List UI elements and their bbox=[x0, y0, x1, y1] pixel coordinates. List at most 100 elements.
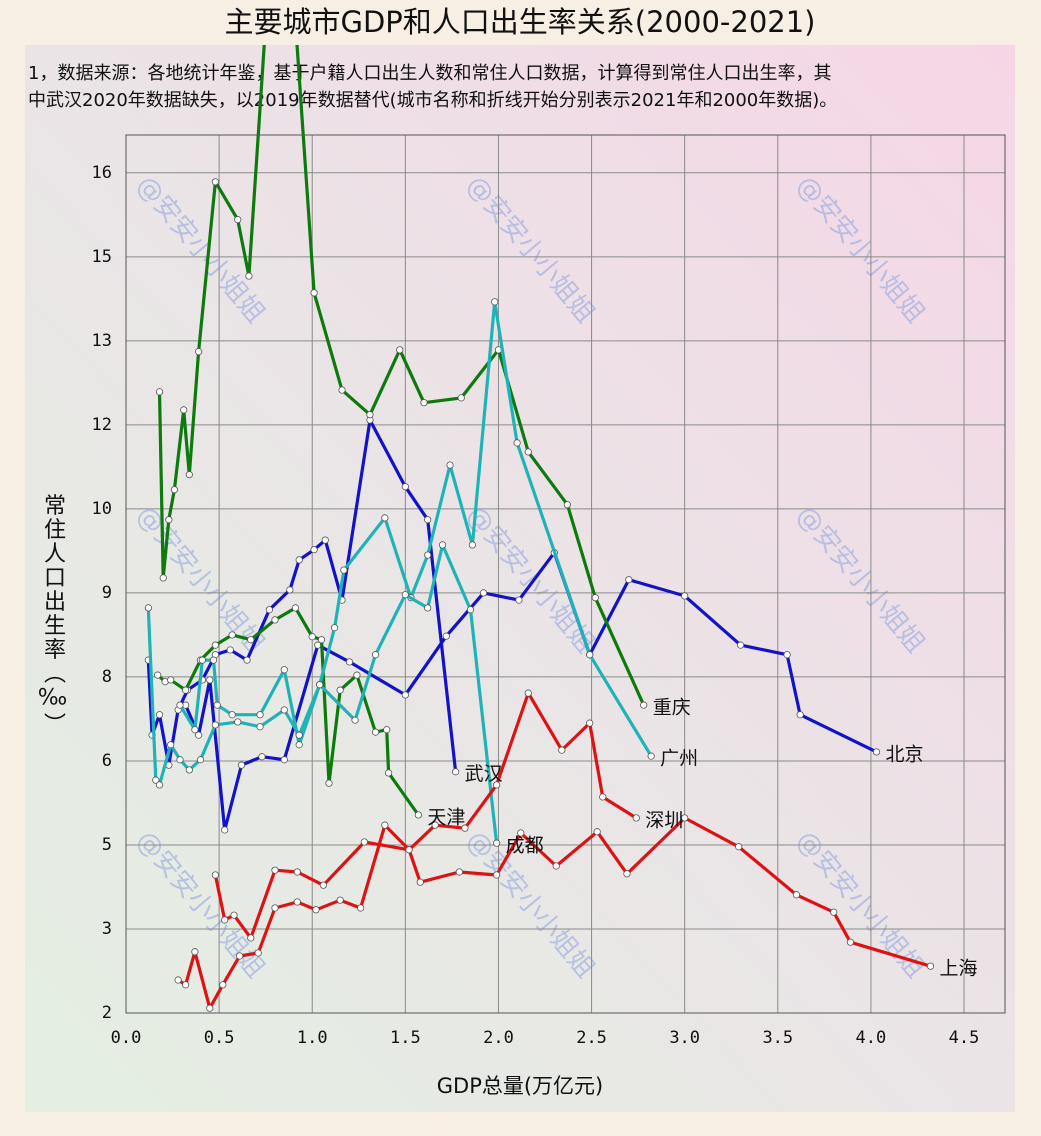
data-point bbox=[254, 949, 262, 957]
y-tick-label: 15 bbox=[92, 247, 112, 267]
data-point bbox=[401, 591, 409, 599]
data-point bbox=[228, 631, 236, 639]
data-point bbox=[159, 574, 167, 582]
x-axis-label: GDP总量(万亿元) bbox=[437, 1074, 604, 1098]
data-point bbox=[211, 641, 219, 649]
data-point bbox=[321, 536, 329, 544]
y-tick-label: 16 bbox=[92, 163, 112, 183]
data-point bbox=[345, 658, 354, 666]
data-point bbox=[226, 646, 234, 654]
data-point bbox=[165, 516, 173, 524]
data-point bbox=[228, 711, 236, 719]
data-point bbox=[280, 756, 288, 764]
data-point bbox=[176, 756, 184, 764]
data-point bbox=[181, 686, 190, 694]
data-point bbox=[258, 753, 266, 761]
data-point bbox=[338, 386, 346, 394]
data-point bbox=[414, 811, 422, 819]
data-point bbox=[206, 1004, 214, 1012]
data-point bbox=[211, 178, 219, 186]
data-point bbox=[515, 596, 523, 604]
data-point bbox=[319, 881, 328, 889]
y-tick-label: 5 bbox=[102, 835, 112, 855]
data-point bbox=[384, 769, 393, 777]
data-point bbox=[558, 746, 566, 754]
series-label: 广州 bbox=[660, 748, 698, 770]
data-point bbox=[330, 624, 339, 632]
data-point bbox=[185, 471, 193, 479]
data-point bbox=[209, 656, 218, 664]
data-point bbox=[155, 781, 164, 789]
series-line bbox=[213, 816, 931, 968]
data-point bbox=[235, 952, 244, 960]
data-point bbox=[310, 546, 318, 554]
x-tick-label: 0.5 bbox=[204, 1028, 235, 1048]
data-point bbox=[280, 666, 288, 674]
data-point bbox=[295, 731, 303, 739]
data-point bbox=[247, 636, 255, 644]
series-label: 成都 bbox=[506, 835, 544, 857]
data-point bbox=[295, 741, 303, 749]
data-point bbox=[185, 766, 193, 774]
data-point bbox=[457, 394, 465, 402]
y-tick-label: 12 bbox=[92, 415, 112, 435]
data-point bbox=[167, 741, 175, 749]
data-point bbox=[736, 641, 745, 649]
data-point bbox=[325, 779, 333, 787]
data-point bbox=[452, 768, 460, 776]
data-point bbox=[381, 821, 389, 829]
data-point bbox=[431, 821, 439, 829]
data-point bbox=[492, 781, 501, 789]
data-point bbox=[234, 718, 242, 726]
y-tick-label: 2 bbox=[102, 1003, 112, 1023]
data-point bbox=[271, 904, 279, 912]
data-point bbox=[360, 838, 368, 846]
data-point bbox=[371, 728, 380, 736]
data-point bbox=[371, 651, 380, 659]
data-point bbox=[243, 656, 251, 664]
series-line bbox=[177, 691, 638, 1010]
series-label: 上海 bbox=[940, 958, 978, 980]
data-point bbox=[591, 594, 599, 602]
data-point bbox=[492, 871, 501, 879]
data-point bbox=[872, 748, 881, 756]
data-point bbox=[586, 651, 594, 659]
data-point bbox=[416, 878, 424, 886]
data-point bbox=[830, 908, 838, 916]
data-point bbox=[357, 904, 365, 912]
data-point bbox=[154, 671, 162, 679]
data-point bbox=[256, 711, 264, 719]
chart-title: 主要城市GDP和人口出生率关系(2000-2021) bbox=[225, 5, 816, 39]
y-tick-label: 3 bbox=[102, 919, 112, 939]
data-point bbox=[291, 604, 300, 612]
data-point bbox=[647, 752, 655, 760]
data-point bbox=[438, 541, 447, 549]
data-point bbox=[517, 829, 525, 837]
series-label: 深圳 bbox=[645, 809, 683, 831]
data-point bbox=[310, 289, 318, 297]
data-point bbox=[401, 483, 409, 491]
data-point bbox=[213, 701, 221, 709]
data-point bbox=[593, 828, 601, 836]
data-point bbox=[293, 868, 301, 876]
data-point bbox=[195, 731, 203, 739]
data-point bbox=[353, 671, 361, 679]
note-line: 中武汉2020年数据缺失，以2019年数据替代(城市名称和折线开始分别表示202… bbox=[28, 90, 837, 111]
x-tick-label: 3.5 bbox=[762, 1028, 793, 1048]
x-tick-label: 3.0 bbox=[669, 1028, 700, 1048]
data-point bbox=[466, 606, 475, 614]
data-point bbox=[167, 676, 175, 684]
data-point bbox=[479, 589, 488, 597]
data-point bbox=[280, 706, 288, 714]
data-point bbox=[632, 814, 640, 822]
y-tick-label: 6 bbox=[102, 751, 112, 771]
data-point bbox=[492, 839, 501, 847]
figure-background bbox=[25, 45, 1015, 1112]
data-point bbox=[174, 976, 182, 984]
data-point bbox=[170, 486, 179, 494]
x-tick-label: 2.0 bbox=[483, 1028, 514, 1048]
x-tick-label: 4.5 bbox=[949, 1028, 980, 1048]
data-point bbox=[796, 711, 804, 719]
y-axis-label: 常住人口出生率（‰） bbox=[38, 494, 66, 737]
